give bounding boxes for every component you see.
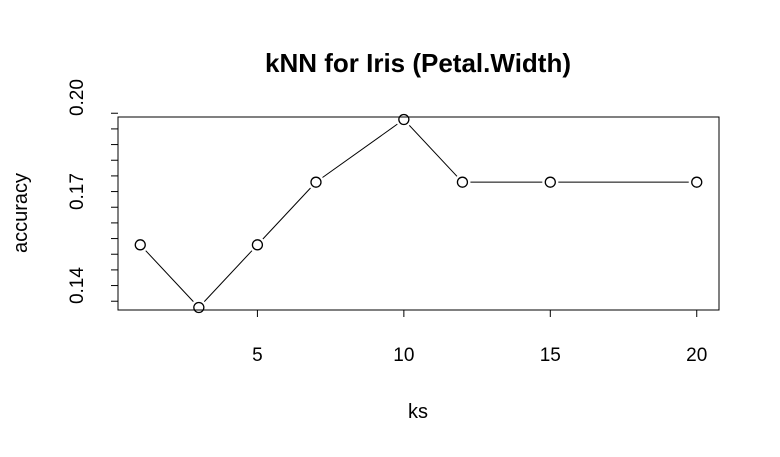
- data-point: [134, 239, 146, 251]
- y-axis-label: accuracy: [10, 173, 32, 253]
- chart-title: kNN for Iris (Petal.Width): [265, 48, 571, 78]
- data-point: [398, 113, 410, 126]
- data-point: [456, 176, 469, 188]
- data-point: [251, 239, 264, 251]
- x-axis: 5 10 15 20: [252, 310, 707, 366]
- series-line: [145, 123, 689, 302]
- data-point: [310, 176, 322, 188]
- data-point: [691, 176, 703, 188]
- series-segment: [262, 187, 311, 240]
- series-segment: [408, 125, 458, 177]
- y-tick-label: 0.20: [67, 79, 88, 116]
- series-segment: [322, 123, 398, 178]
- x-tick-label: 20: [686, 345, 707, 366]
- plot-frame: [117, 116, 720, 311]
- series-points: [134, 113, 703, 314]
- x-tick-label: 5: [252, 345, 263, 366]
- x-tick-label: 15: [540, 345, 561, 366]
- series-segment: [203, 250, 253, 302]
- y-axis: 0.14 0.17 0.20: [67, 79, 118, 304]
- data-point: [544, 176, 556, 188]
- x-tick-label: 10: [393, 345, 414, 366]
- data-point: [193, 301, 205, 314]
- series-segment: [145, 250, 194, 302]
- x-axis-label: ks: [408, 401, 428, 423]
- y-tick-label: 0.17: [67, 173, 88, 210]
- y-tick-label: 0.14: [67, 267, 88, 304]
